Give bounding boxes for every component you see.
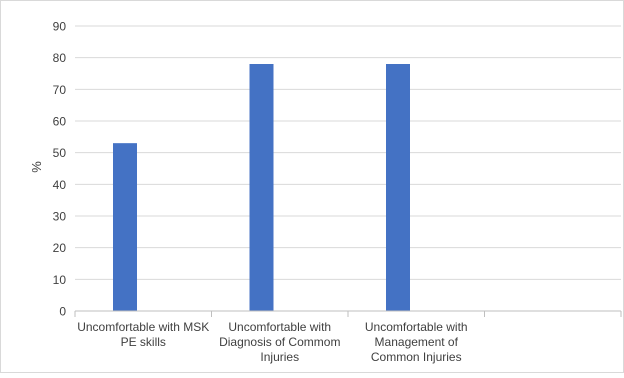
- y-tick-label: 70: [53, 83, 67, 97]
- y-tick-label: 40: [53, 178, 67, 192]
- y-tick-label: 0: [59, 305, 66, 319]
- y-tick-label: 30: [53, 210, 67, 224]
- x-category-label-line: Management of: [375, 335, 459, 349]
- bar: [250, 64, 274, 311]
- y-tick-label: 90: [53, 20, 67, 34]
- y-tick-label: 10: [53, 273, 67, 287]
- x-category-label-line: Injuries: [260, 350, 299, 364]
- bar: [113, 143, 137, 311]
- x-category-label-line: Diagnosis of Commom: [219, 335, 340, 349]
- y-axis-title: %: [29, 161, 44, 173]
- y-tick-label: 50: [53, 146, 67, 160]
- x-category-label-line: PE skills: [121, 335, 166, 349]
- x-category-label-line: Uncomfortable with MSK: [77, 320, 209, 334]
- bar: [386, 64, 410, 311]
- y-tick-label: 60: [53, 115, 67, 129]
- y-tick-label: 20: [53, 241, 67, 255]
- x-category-label-line: Common Injuries: [371, 350, 462, 364]
- y-tick-label: 80: [53, 51, 67, 65]
- x-category-label: Uncomfortable with Management of Common In…: [365, 320, 468, 364]
- x-category-label-line: Uncomfortable with: [228, 320, 331, 334]
- x-category-label-line: Uncomfortable with: [365, 320, 468, 334]
